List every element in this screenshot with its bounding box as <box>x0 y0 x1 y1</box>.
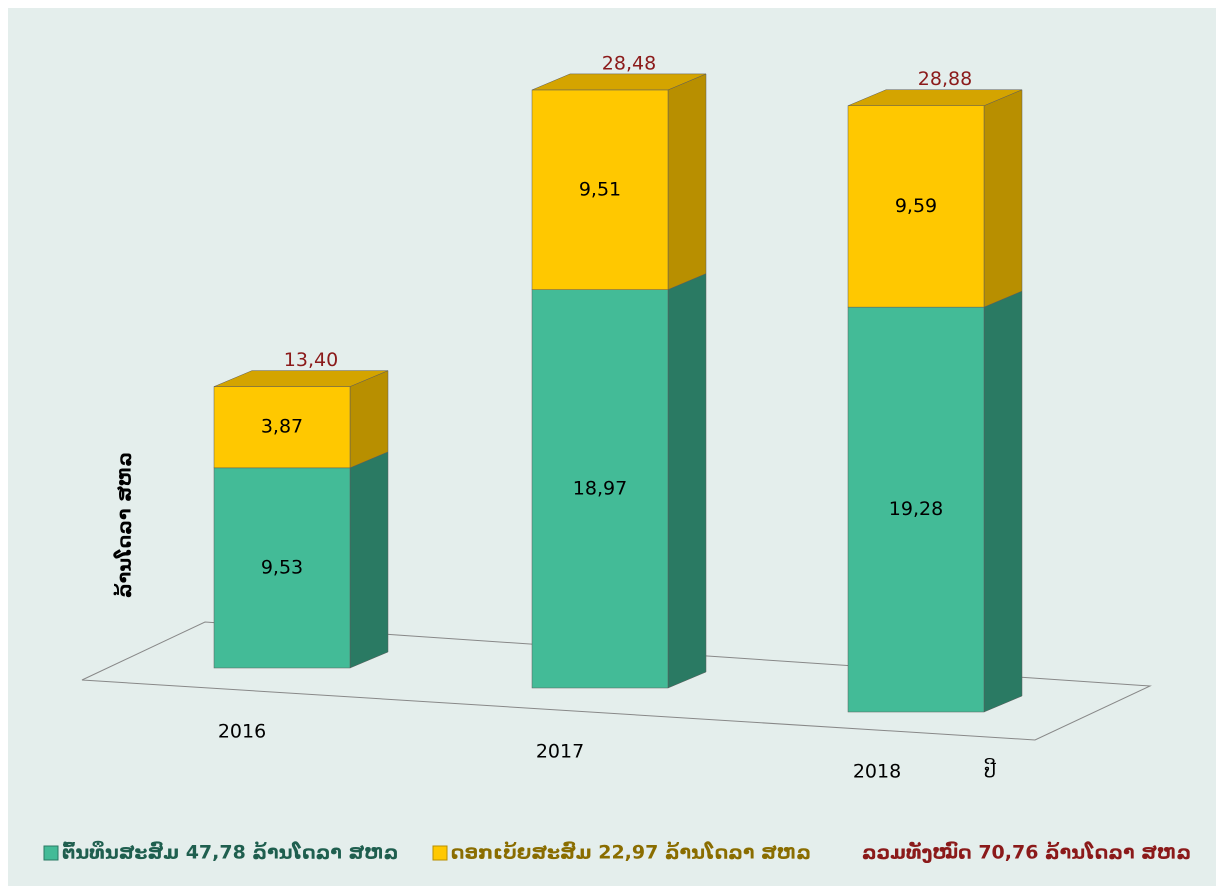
bar-segment <box>213 467 351 669</box>
bar-side <box>983 290 1023 713</box>
y-axis-label: ລ້ານໂດລາ ສຫລ <box>112 452 136 598</box>
total-label: 13,40 <box>284 349 338 371</box>
legend: ຕົ້ນທຶນສະສົມ 47,78 ລ້ານໂດລາ ສຫລ ດອກເບ້ຍສ… <box>43 840 1191 864</box>
data-label: 9,59 <box>895 195 937 217</box>
total-label: 28,88 <box>918 68 972 90</box>
legend-label: ດອກເບ້ຍສະສົມ 22,97 ລ້ານໂດລາ ສຫລ <box>451 840 811 864</box>
data-label: 18,97 <box>573 477 627 499</box>
data-label: 19,28 <box>889 498 943 520</box>
bar-segment <box>847 306 985 713</box>
bar-side <box>667 73 707 291</box>
bar-side <box>349 451 389 669</box>
bar-segment <box>531 89 669 290</box>
bar-side <box>667 273 707 689</box>
total-label: 28,48 <box>602 52 656 74</box>
legend-swatch <box>43 845 59 861</box>
bar-side <box>983 89 1023 308</box>
x-axis-label: ປີ <box>984 756 996 782</box>
x-tick-label: 2017 <box>536 741 584 763</box>
floor <box>81 621 1152 741</box>
bar-segment <box>531 289 669 689</box>
data-label: 3,87 <box>261 416 303 438</box>
legend-swatch <box>432 845 448 861</box>
data-label: 9,51 <box>579 178 621 200</box>
bar-top <box>213 370 389 387</box>
legend-label: ຕົ້ນທຶນສະສົມ 47,78 ລ້ານໂດລາ ສຫລ <box>62 840 398 864</box>
x-tick-label: 2016 <box>218 721 266 743</box>
data-label: 9,53 <box>261 556 303 578</box>
bar-segment <box>213 386 351 469</box>
bar-side <box>349 370 389 469</box>
x-tick-label: 2018 <box>853 761 901 783</box>
bar-segment <box>847 105 985 308</box>
legend-note: ລວມທັງໝົດ 70,76 ລ້ານໂດລາ ສຫລ <box>862 840 1191 864</box>
bar-top <box>531 73 707 91</box>
bar-top <box>847 89 1023 106</box>
